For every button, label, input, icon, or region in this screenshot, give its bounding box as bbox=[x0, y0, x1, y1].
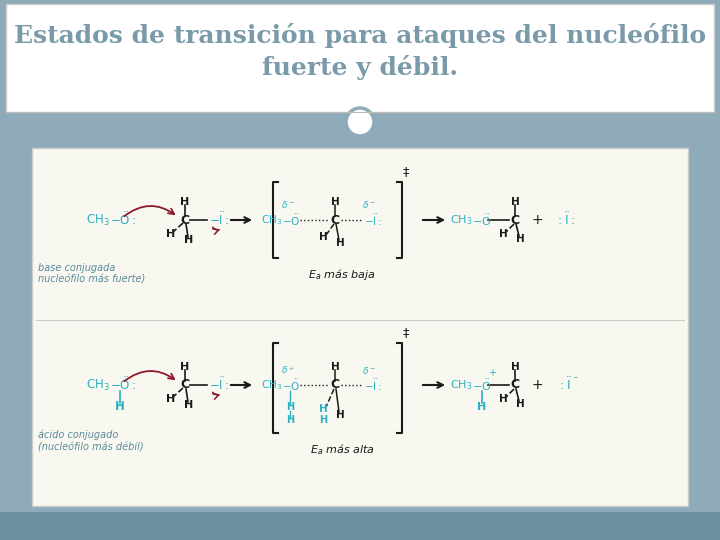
Text: H: H bbox=[319, 232, 328, 242]
Text: H: H bbox=[336, 238, 344, 248]
Text: H: H bbox=[286, 402, 294, 412]
Text: $\mathsf{-\ddot{O}:}$: $\mathsf{-\ddot{O}:}$ bbox=[110, 377, 136, 393]
Text: C: C bbox=[181, 213, 189, 226]
FancyBboxPatch shape bbox=[6, 4, 714, 112]
Text: H: H bbox=[336, 410, 344, 420]
Text: H: H bbox=[319, 415, 327, 425]
Text: $\mathsf{:\ddot{I}:}$: $\mathsf{:\ddot{I}:}$ bbox=[555, 212, 575, 228]
Text: $\mathsf{-\ddot{I}:}$: $\mathsf{-\ddot{I}:}$ bbox=[364, 212, 382, 227]
Text: (nucleófilo más débil): (nucleófilo más débil) bbox=[38, 442, 143, 452]
Text: ‡: ‡ bbox=[403, 165, 410, 178]
Text: $\delta^-$: $\delta^-$ bbox=[362, 199, 376, 211]
Text: H: H bbox=[286, 415, 294, 425]
Text: +: + bbox=[488, 368, 496, 378]
Text: $\mathsf{-\ddot{O}}$: $\mathsf{-\ddot{O}}$ bbox=[472, 212, 492, 228]
Text: $\mathsf{-\ddot{I}:}$: $\mathsf{-\ddot{I}:}$ bbox=[209, 212, 229, 228]
Text: $\mathsf{-\ddot{O}}$: $\mathsf{-\ddot{O}}$ bbox=[282, 212, 300, 227]
Text: base conjugada: base conjugada bbox=[38, 263, 115, 273]
Text: $\mathrm{CH_3}$: $\mathrm{CH_3}$ bbox=[449, 213, 472, 227]
Circle shape bbox=[346, 108, 374, 136]
Text: H: H bbox=[184, 235, 194, 245]
Text: H: H bbox=[477, 402, 487, 412]
Text: $\mathsf{-\ddot{O}}$: $\mathsf{-\ddot{O}}$ bbox=[472, 377, 492, 393]
Text: $\delta^+$: $\delta^+$ bbox=[281, 364, 295, 376]
Text: C: C bbox=[510, 379, 520, 392]
Text: -: - bbox=[573, 372, 577, 382]
Text: $\mathrm{CH_3}$: $\mathrm{CH_3}$ bbox=[261, 378, 282, 392]
Text: ‡: ‡ bbox=[403, 326, 410, 339]
Text: $\delta^-$: $\delta^-$ bbox=[362, 364, 376, 375]
Text: +: + bbox=[531, 378, 543, 392]
Text: nucleófilo más fuerte): nucleófilo más fuerte) bbox=[38, 275, 145, 285]
Text: H: H bbox=[166, 229, 176, 239]
Text: $\mathrm{CH_3}$: $\mathrm{CH_3}$ bbox=[86, 212, 110, 227]
Text: $\mathsf{-\ddot{I}:}$: $\mathsf{-\ddot{I}:}$ bbox=[364, 377, 382, 393]
Text: fuerte y débil.: fuerte y débil. bbox=[262, 56, 458, 80]
Text: H: H bbox=[516, 234, 524, 244]
Text: Estados de transición para ataques del nucleófilo: Estados de transición para ataques del n… bbox=[14, 23, 706, 48]
Text: $\mathrm{CH_3}$: $\mathrm{CH_3}$ bbox=[449, 378, 472, 392]
Text: $E_a$ más alta: $E_a$ más alta bbox=[310, 443, 374, 457]
Text: $\mathrm{CH_3}$: $\mathrm{CH_3}$ bbox=[261, 213, 282, 227]
Text: C: C bbox=[510, 213, 520, 226]
Text: H: H bbox=[510, 197, 519, 207]
Text: C: C bbox=[330, 379, 340, 392]
Text: H: H bbox=[319, 404, 328, 414]
Text: H: H bbox=[499, 394, 508, 404]
Text: $\mathsf{:\ddot{I}}$: $\mathsf{:\ddot{I}}$ bbox=[557, 377, 573, 393]
Text: +: + bbox=[531, 213, 543, 227]
Text: H: H bbox=[184, 400, 194, 410]
Text: H: H bbox=[115, 401, 125, 414]
Text: C: C bbox=[330, 213, 340, 226]
FancyBboxPatch shape bbox=[0, 512, 720, 540]
Text: H: H bbox=[510, 362, 519, 372]
Text: $\mathrm{CH_3}$: $\mathrm{CH_3}$ bbox=[86, 377, 110, 393]
Text: $\mathsf{-\ddot{I}:}$: $\mathsf{-\ddot{I}:}$ bbox=[209, 377, 229, 393]
Text: H: H bbox=[330, 362, 339, 372]
Text: ácido conjugado: ácido conjugado bbox=[38, 430, 118, 440]
FancyBboxPatch shape bbox=[32, 148, 688, 506]
Text: $E_a$ más baja: $E_a$ más baja bbox=[308, 267, 376, 282]
Text: C: C bbox=[181, 379, 189, 392]
Text: $\mathsf{-\ddot{O}:}$: $\mathsf{-\ddot{O}:}$ bbox=[110, 212, 136, 228]
Text: H: H bbox=[181, 197, 189, 207]
Text: $\mathsf{-\ddot{O}}$: $\mathsf{-\ddot{O}}$ bbox=[282, 377, 300, 393]
Text: H: H bbox=[181, 362, 189, 372]
Text: H: H bbox=[330, 197, 339, 207]
Text: H: H bbox=[499, 229, 508, 239]
Text: H: H bbox=[516, 399, 524, 409]
Text: H: H bbox=[166, 394, 176, 404]
Text: $\delta^-$: $\delta^-$ bbox=[281, 199, 295, 211]
